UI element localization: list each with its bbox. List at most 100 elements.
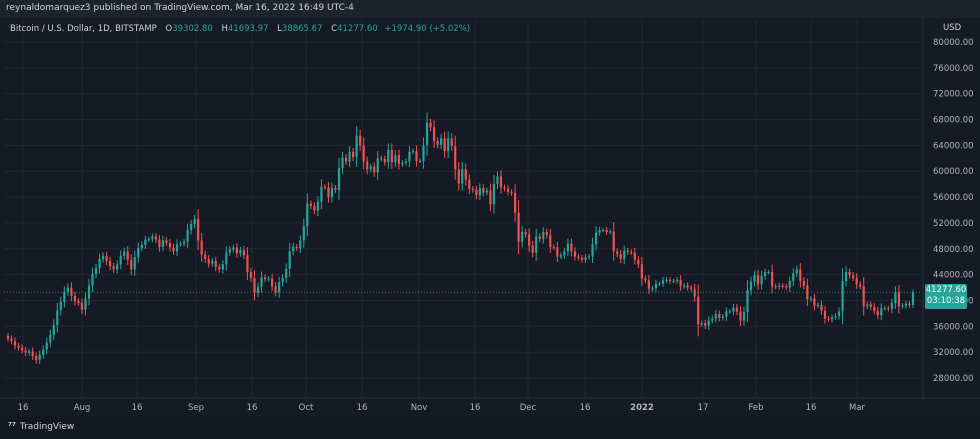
bar-countdown: 03:10:38	[926, 296, 966, 306]
candle-body	[98, 259, 101, 269]
candle-body	[436, 140, 439, 145]
open-value: 39302.80	[172, 24, 213, 34]
tradingview-logo[interactable]: ⁷⁷ TradingView	[8, 422, 74, 432]
candle-body	[144, 239, 147, 245]
candle-body	[528, 234, 531, 246]
candle-body	[70, 287, 73, 296]
candle-body	[295, 246, 298, 249]
candle-body	[661, 280, 665, 284]
candle-body	[619, 253, 622, 260]
candle-body	[869, 304, 872, 307]
candle-body	[161, 240, 165, 247]
candle-body	[693, 288, 696, 297]
candle-body	[721, 316, 724, 318]
candle-body	[373, 166, 376, 173]
candle-body	[387, 149, 390, 163]
candle-body	[573, 251, 577, 257]
candle-body	[59, 301, 62, 311]
candle-body	[855, 277, 858, 285]
candle-body	[285, 268, 288, 278]
candle-body	[461, 169, 464, 184]
candle-body	[792, 273, 795, 282]
candle-body	[612, 231, 615, 252]
candle-body	[577, 256, 580, 258]
candle-body	[471, 188, 474, 190]
candle-body	[901, 305, 904, 307]
candle-body	[214, 261, 217, 267]
candle-body	[616, 251, 619, 254]
candle-body	[165, 240, 168, 243]
candle-body	[644, 278, 647, 281]
candle-body	[658, 283, 661, 285]
candle-body	[876, 310, 879, 316]
candle-body	[559, 255, 562, 257]
y-tick-label: 48000.00	[933, 245, 974, 255]
candle-body	[397, 155, 400, 165]
candle-body	[422, 145, 425, 161]
candle-body	[359, 135, 362, 146]
candle-body	[376, 158, 379, 173]
candle-body	[369, 166, 372, 170]
candle-body	[411, 151, 415, 153]
x-tick-label: 16	[132, 403, 143, 413]
candle-body	[563, 251, 566, 256]
candle-body	[193, 219, 196, 225]
candle-body	[348, 151, 351, 162]
candle-body	[415, 151, 418, 161]
candle-body	[697, 296, 700, 325]
y-tick-label: 68000.00	[933, 116, 974, 126]
candle-body	[77, 301, 80, 304]
candle-body	[880, 308, 883, 316]
candle-body	[845, 272, 848, 282]
candle-body	[28, 351, 31, 353]
candle-body	[440, 138, 443, 145]
candle-body	[24, 350, 27, 353]
candle-body	[767, 272, 770, 274]
candle-body	[66, 287, 69, 293]
candle-body	[753, 275, 756, 282]
candle-body	[383, 158, 386, 163]
candle-body	[749, 281, 753, 291]
change-value: +1974.90 (+5.02%)	[384, 24, 471, 34]
candle-body	[105, 255, 108, 262]
candle-body	[665, 279, 668, 281]
candle-body	[827, 318, 830, 320]
candle-body	[517, 212, 520, 242]
close-label: C	[331, 24, 338, 34]
candle-body	[35, 356, 38, 360]
candle-body	[781, 285, 784, 287]
candle-body	[549, 235, 552, 247]
candle-body	[6, 336, 10, 339]
chart-area[interactable]	[0, 18, 980, 416]
candle-body	[802, 281, 805, 286]
candle-body	[623, 250, 626, 260]
candle-body	[323, 186, 327, 188]
candle-body	[795, 269, 798, 274]
candle-body	[887, 308, 890, 310]
currency-label[interactable]: USD	[943, 23, 962, 33]
candle-body	[552, 246, 555, 248]
candle-body	[700, 323, 703, 325]
candle-body	[718, 314, 721, 318]
candle-body	[168, 242, 172, 248]
candle-body	[91, 273, 94, 286]
candle-body	[707, 320, 710, 326]
candle-body	[785, 286, 788, 288]
candle-body	[337, 168, 341, 190]
candle-body	[852, 275, 855, 278]
candle-body	[84, 298, 87, 310]
candle-body	[49, 334, 52, 343]
candle-body	[626, 250, 629, 252]
candle-body	[489, 190, 492, 205]
candle-body	[390, 149, 393, 163]
candle-body	[80, 303, 84, 310]
last-price-value: 41277.60	[925, 285, 967, 295]
candle-body	[464, 169, 467, 180]
candle-body	[172, 247, 175, 252]
x-tick-label: 16	[357, 403, 368, 413]
candle-body	[862, 286, 865, 307]
candle-body	[890, 303, 893, 309]
candle-body	[594, 232, 598, 245]
candle-body	[897, 292, 901, 307]
